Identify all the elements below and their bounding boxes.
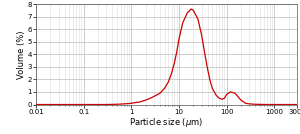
X-axis label: Particle size ($\mu$m): Particle size ($\mu$m): [129, 116, 204, 129]
Y-axis label: Volume (%): Volume (%): [17, 30, 26, 79]
